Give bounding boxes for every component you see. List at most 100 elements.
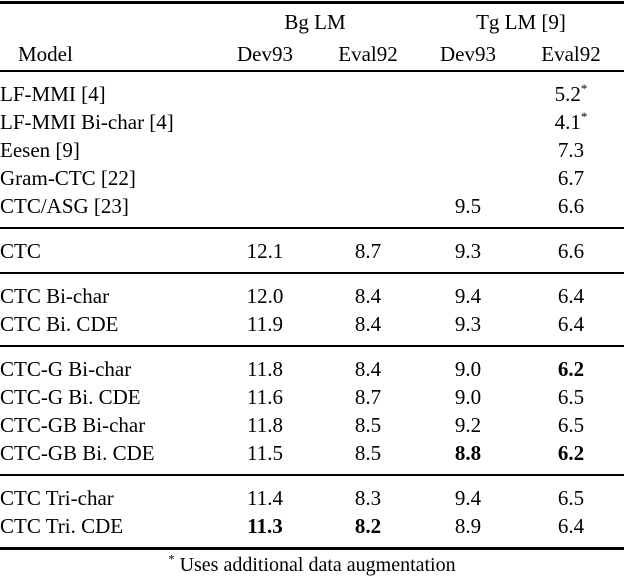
- model-cell: CTC Bi. CDE: [0, 312, 119, 336]
- col-group-tg-lm: Tg LM [9]: [476, 10, 566, 34]
- value-cell: 4.1*: [554, 109, 588, 134]
- value-cell: 8.4: [354, 312, 382, 336]
- table-block-0: LF-MMI [4] 5.2* LF-MMI Bi-char [4] 4.1* Eese…: [0, 71, 624, 228]
- table-row: CTC-G Bi. CDE 11.6 8.7 9.0 6.5: [0, 383, 624, 411]
- value-cell: [212, 71, 318, 108]
- value-cell: 9.4: [454, 284, 482, 308]
- value-cell: [318, 192, 418, 228]
- value-cell: 8.4: [354, 284, 382, 308]
- model-cell: CTC Tri-char: [0, 486, 114, 510]
- value-cell: 6.6: [557, 239, 585, 263]
- table-row: CTC-GB Bi-char 11.8 8.5 9.2 6.5: [0, 411, 624, 439]
- table-row: CTC 12.1 8.7 9.3 6.6: [0, 228, 624, 273]
- value-cell: 8.4: [354, 357, 382, 381]
- model-cell: CTC-GB Bi. CDE: [0, 441, 155, 465]
- model-cell: Gram-CTC [22]: [0, 166, 136, 190]
- value-cell: 6.5: [557, 385, 585, 409]
- value-cell: [418, 71, 518, 108]
- value-cell: 6.4: [557, 284, 585, 308]
- model-cell: CTC Bi-char: [0, 284, 110, 308]
- results-table: Bg LM Tg LM [9] Model Dev93 Eval92 Dev93…: [0, 1, 624, 550]
- table-row: CTC-G Bi-char 11.8 8.4 9.0 6.2: [0, 346, 624, 383]
- col-header-model: Model: [18, 42, 73, 66]
- value-cell: [318, 136, 418, 164]
- value-cell: 8.5: [354, 441, 382, 465]
- value-cell: 9.0: [454, 357, 482, 381]
- value-cell: 11.3: [247, 514, 283, 538]
- value-cell: 8.8: [454, 441, 482, 465]
- value-cell: 9.2: [454, 413, 482, 437]
- value-cell: 6.5: [557, 413, 585, 437]
- col-header-tg-eval92: Eval92: [541, 42, 601, 66]
- col-header-tg-dev93: Dev93: [440, 42, 497, 66]
- model-cell: Eesen [9]: [0, 138, 80, 162]
- table-row: LF-MMI [4] 5.2*: [0, 71, 624, 108]
- table-footnote: * Uses additional data augmentation: [0, 550, 624, 576]
- value-cell: 9.5: [454, 194, 482, 218]
- model-cell: CTC-G Bi. CDE: [0, 385, 141, 409]
- value-cell: 8.7: [354, 385, 382, 409]
- value-cell: 11.5: [247, 441, 283, 465]
- table-row: CTC-GB Bi. CDE 11.5 8.5 8.8 6.2: [0, 439, 624, 475]
- value-cell: 6.5: [557, 486, 585, 510]
- value-cell: [318, 164, 418, 192]
- table-row: Eesen [9] 7.3: [0, 136, 624, 164]
- value-cell: 11.6: [247, 385, 283, 409]
- model-cell: CTC-GB Bi-char: [0, 413, 146, 437]
- value-cell: 9.3: [454, 312, 482, 336]
- value-cell: 6.2: [557, 441, 585, 465]
- value-cell: 9.4: [454, 486, 482, 510]
- table-block-2: CTC Bi-char 12.0 8.4 9.4 6.4 CTC Bi. CDE 11.9 8…: [0, 273, 624, 346]
- value-cell: 6.6: [557, 194, 585, 218]
- value-cell: [212, 192, 318, 228]
- value-cell: [318, 71, 418, 108]
- value-cell: 8.9: [454, 514, 482, 538]
- value-cell: 11.4: [247, 486, 283, 510]
- value-cell: [212, 108, 318, 136]
- value-cell: [418, 108, 518, 136]
- value-cell: [418, 136, 518, 164]
- table-row: CTC Bi. CDE 11.9 8.4 9.3 6.4: [0, 310, 624, 346]
- asterisk-superscript: *: [580, 109, 588, 124]
- value-cell: 8.3: [354, 486, 382, 510]
- value-cell: 5.2*: [554, 81, 588, 106]
- model-cell: LF-MMI [4]: [0, 82, 106, 106]
- value-cell: 11.9: [247, 312, 283, 336]
- value-cell: 8.5: [354, 413, 382, 437]
- model-cell: CTC-G Bi-char: [0, 357, 132, 381]
- table-block-3: CTC-G Bi-char 11.8 8.4 9.0 6.2 CTC-G Bi. CDE 1…: [0, 346, 624, 475]
- value-cell: [212, 164, 318, 192]
- value-cell: 8.7: [354, 239, 382, 263]
- value-cell: 11.8: [247, 413, 283, 437]
- value-cell: 7.3: [557, 138, 585, 162]
- value-cell: 11.8: [247, 357, 283, 381]
- value-cell: 6.7: [557, 166, 585, 190]
- value-cell: 9.3: [454, 239, 482, 263]
- table-row: Gram-CTC [22] 6.7: [0, 164, 624, 192]
- value-cell: 12.1: [246, 239, 284, 263]
- model-cell: CTC/ASG [23]: [0, 194, 129, 218]
- table-row: CTC Tri. CDE 11.3 8.2 8.9 6.4: [0, 512, 624, 549]
- footnote-asterisk: *: [168, 552, 175, 567]
- col-group-bg-lm: Bg LM: [284, 10, 346, 34]
- table-block-4: CTC Tri-char 11.4 8.3 9.4 6.5 CTC Tri. CDE 11.…: [0, 475, 624, 549]
- model-cell: LF-MMI Bi-char [4]: [0, 110, 174, 134]
- empty-header-cell: [0, 3, 212, 40]
- col-header-bg-dev93: Dev93: [237, 42, 293, 66]
- column-group-row: Bg LM Tg LM [9]: [0, 3, 624, 40]
- value-cell: 6.4: [557, 514, 585, 538]
- value-cell: 8.2: [354, 514, 382, 538]
- model-cell: CTC Tri. CDE: [0, 514, 124, 538]
- asterisk-superscript: *: [580, 81, 588, 96]
- col-header-bg-eval92: Eval92: [338, 42, 398, 66]
- table-header: Bg LM Tg LM [9] Model Dev93 Eval92 Dev93…: [0, 3, 624, 71]
- value-cell: [212, 136, 318, 164]
- model-cell: CTC: [0, 239, 41, 263]
- table-row: LF-MMI Bi-char [4] 4.1*: [0, 108, 624, 136]
- value-cell: 12.0: [246, 284, 284, 308]
- value-cell: 6.2: [557, 357, 585, 381]
- value-cell: [318, 108, 418, 136]
- value-cell: 9.0: [454, 385, 482, 409]
- value-cell: 6.4: [557, 312, 585, 336]
